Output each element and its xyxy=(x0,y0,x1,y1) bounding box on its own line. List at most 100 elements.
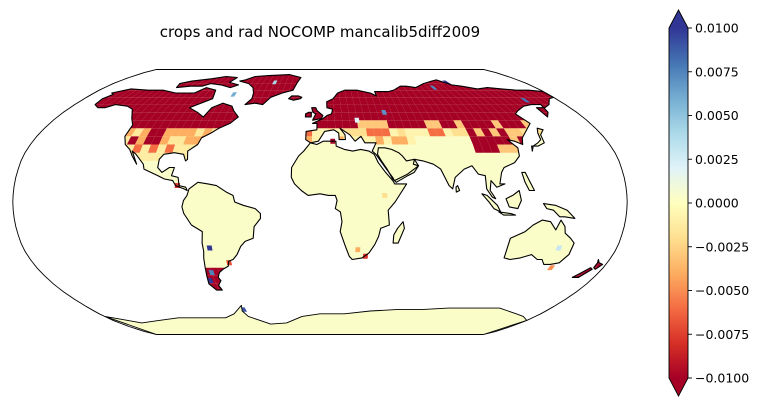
colorbar-body xyxy=(669,28,688,378)
data-cell xyxy=(364,120,374,129)
data-cell xyxy=(362,112,372,121)
data-cell xyxy=(115,97,132,105)
data-cell xyxy=(461,90,476,98)
data-cell xyxy=(176,97,191,105)
data-cell xyxy=(212,120,224,129)
data-cell xyxy=(415,104,427,113)
data-cell xyxy=(154,128,167,137)
data-cell xyxy=(426,112,439,121)
data-cell xyxy=(500,136,514,145)
coastline-north-america xyxy=(94,87,239,192)
data-cell xyxy=(144,160,154,170)
data-cell xyxy=(190,90,204,98)
data-cell xyxy=(408,104,420,113)
data-cell xyxy=(468,120,481,129)
highlight-cell xyxy=(520,98,531,103)
data-cell xyxy=(345,97,355,105)
data-cell xyxy=(505,112,520,121)
data-cell xyxy=(495,97,511,105)
data-cell xyxy=(442,90,457,98)
data-cell xyxy=(422,104,434,113)
data-cell xyxy=(455,112,469,121)
highlight-cell xyxy=(547,265,556,271)
data-cell xyxy=(126,136,140,145)
map-panel xyxy=(12,69,628,335)
land-madagascar xyxy=(393,221,405,244)
data-cell xyxy=(460,120,473,129)
highlight-cell xyxy=(442,80,452,85)
data-cell xyxy=(429,104,442,113)
data-cell xyxy=(488,97,504,105)
data-cell xyxy=(186,112,199,121)
coastline-madagascar xyxy=(392,221,405,244)
data-cell xyxy=(442,128,454,137)
data-cell xyxy=(480,144,493,153)
data-cell xyxy=(463,104,477,113)
coastline-britain xyxy=(311,107,324,121)
land-philippines xyxy=(521,172,535,191)
data-cell xyxy=(196,90,210,98)
coastline-south-america xyxy=(181,181,262,291)
data-cell xyxy=(279,77,289,84)
data-cell xyxy=(339,97,348,105)
land-borneo xyxy=(506,190,522,209)
coastline-greenland xyxy=(239,74,302,106)
data-cell xyxy=(138,90,155,98)
data-cell xyxy=(139,144,151,153)
data-cell xyxy=(434,128,446,137)
data-cell xyxy=(190,97,204,105)
data-cell xyxy=(448,112,461,121)
data-cell xyxy=(182,120,195,129)
data-cell xyxy=(258,83,269,91)
data-cell xyxy=(334,120,343,129)
data-cell xyxy=(167,136,179,145)
data-cell xyxy=(534,97,552,105)
data-cell xyxy=(398,136,409,145)
colorbar-tick-label: −0.0075 xyxy=(695,327,749,342)
data-cell xyxy=(427,128,438,137)
data-cell xyxy=(485,90,502,98)
data-cell xyxy=(125,90,143,98)
data-cell xyxy=(473,90,489,98)
data-cell xyxy=(378,97,389,105)
data-cell xyxy=(469,97,484,105)
data-cell xyxy=(197,120,209,129)
data-cell xyxy=(391,97,402,105)
coastline-australia xyxy=(503,219,575,265)
colorbar-tick-label: 0.0050 xyxy=(695,108,739,123)
data-cell xyxy=(358,128,368,137)
coastline-africa xyxy=(290,140,408,261)
data-cell xyxy=(216,77,230,84)
data-cell xyxy=(186,128,198,137)
data-cell xyxy=(352,97,361,105)
data-cell xyxy=(514,97,532,105)
data-cell xyxy=(131,128,145,137)
data-cell xyxy=(528,90,547,98)
data-cell xyxy=(490,120,504,129)
data-cell xyxy=(205,77,220,84)
data-cell xyxy=(170,97,184,105)
data-cell xyxy=(516,90,534,98)
data-cell xyxy=(101,97,119,105)
data-cell xyxy=(149,104,164,113)
data-cell xyxy=(384,97,395,105)
data-cell xyxy=(510,90,528,98)
data-cell xyxy=(462,112,476,121)
data-cell xyxy=(493,136,505,145)
data-cell xyxy=(183,136,195,145)
data-cell xyxy=(435,104,449,113)
highlight-cell xyxy=(382,193,388,198)
data-cell xyxy=(534,90,554,98)
data-cell xyxy=(136,120,150,129)
data-cell xyxy=(410,97,423,105)
colorbar-tick-label: 0.0100 xyxy=(695,21,739,36)
data-cell xyxy=(175,136,187,145)
data-cell xyxy=(183,97,197,105)
data-cell xyxy=(457,128,470,137)
data-cell xyxy=(178,128,190,137)
data-cell xyxy=(387,90,398,98)
data-cell xyxy=(134,112,149,121)
data-cell xyxy=(151,136,163,145)
data-cell xyxy=(388,128,399,137)
data-cell xyxy=(164,144,176,153)
